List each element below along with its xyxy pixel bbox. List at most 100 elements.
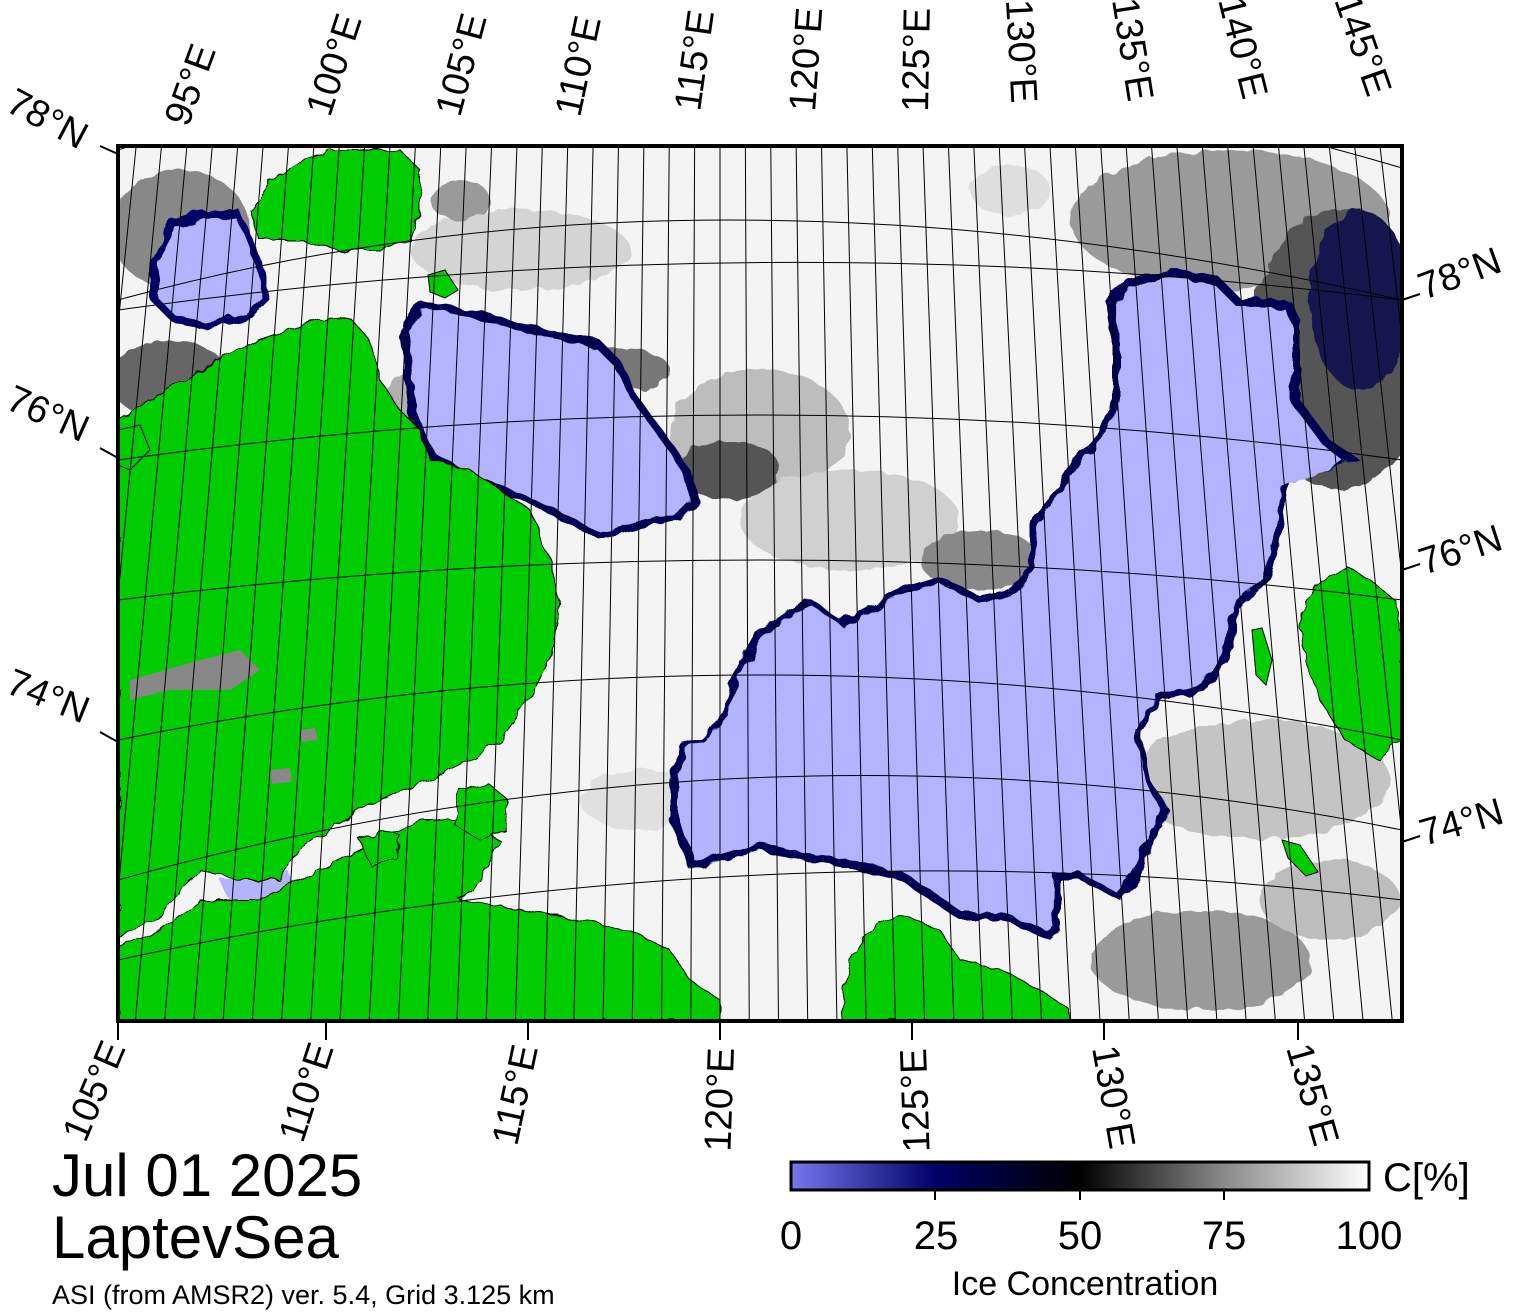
meridian-line bbox=[973, 146, 1013, 1021]
meridian-line bbox=[998, 146, 1043, 1021]
meridian-line bbox=[0, 146, 85, 1021]
left-lat-label: 74°N bbox=[1, 661, 95, 732]
meridian-line bbox=[251, 146, 315, 1021]
meridian-line bbox=[18, 146, 110, 1021]
bottom-lon-label: 120°E bbox=[697, 1047, 743, 1152]
map-date: Jul 01 2025 bbox=[52, 1142, 363, 1209]
meridian-line bbox=[770, 146, 779, 1021]
land-severnaya-zemlya bbox=[249, 149, 421, 251]
right-lat-label: 76°N bbox=[1414, 517, 1508, 583]
top-lon-label: 130°E bbox=[997, 0, 1044, 104]
land-small-island-nw bbox=[427, 269, 459, 299]
land-island-south-a bbox=[454, 784, 509, 841]
tick-marks bbox=[99, 145, 1421, 1040]
land bbox=[118, 149, 1402, 1021]
meridian-line bbox=[846, 146, 867, 1021]
land-grey-patches bbox=[130, 650, 318, 784]
land-taymyr bbox=[118, 317, 561, 941]
meridian-line bbox=[631, 146, 645, 1021]
map-frame bbox=[116, 144, 1404, 1023]
meridian-line bbox=[310, 146, 366, 1021]
meridian-line bbox=[193, 146, 264, 1021]
meridians bbox=[0, 146, 1402, 1021]
meridian-line bbox=[1252, 146, 1335, 1021]
meridian-line bbox=[1379, 146, 1402, 343]
meridian-line bbox=[544, 146, 569, 1021]
top-lon-label: 115°E bbox=[667, 7, 723, 113]
top-lon-label: 95°E bbox=[157, 39, 225, 131]
meridian-line bbox=[1024, 146, 1072, 1021]
meridian-line bbox=[795, 146, 809, 1021]
land-mainland-south bbox=[118, 819, 721, 1021]
top-lon-label: 125°E bbox=[895, 7, 939, 112]
meridian-line bbox=[1151, 146, 1218, 1021]
colorbar-tick-label: 50 bbox=[1057, 1214, 1103, 1258]
meridian-line bbox=[1354, 146, 1402, 582]
meridian-line bbox=[514, 146, 543, 1021]
colorbar-tick-label: 75 bbox=[1201, 1214, 1247, 1258]
colorbar-gradient bbox=[789, 1160, 1371, 1192]
meridian-line bbox=[1125, 146, 1189, 1021]
meridian-line bbox=[222, 146, 289, 1021]
top-lon-label: 120°E bbox=[782, 6, 831, 113]
meridian-line bbox=[339, 146, 391, 1021]
meridian-line bbox=[164, 146, 239, 1021]
data-source-note: ASI (from AMSR2) ver. 5.4, Grid 3.125 km bbox=[52, 1280, 555, 1310]
meridian-line bbox=[0, 146, 60, 1021]
meridian-line bbox=[1201, 146, 1276, 1021]
meridian-line bbox=[1227, 146, 1306, 1021]
land-new-siberian-island bbox=[1299, 564, 1402, 761]
meridian-line bbox=[397, 146, 442, 1021]
right-lat-label: 78°N bbox=[1413, 240, 1507, 309]
land-small-island-east bbox=[1251, 627, 1273, 686]
left-lat-label: 78°N bbox=[0, 81, 94, 158]
top-lon-label: 135°E bbox=[1103, 0, 1161, 104]
bottom-lon-label: 105°E bbox=[55, 1035, 134, 1147]
region-name: LaptevSea bbox=[52, 1204, 339, 1271]
colorbar-tick-label: 25 bbox=[913, 1214, 959, 1258]
meridian-line bbox=[897, 146, 926, 1021]
colorbar-unit: C[%] bbox=[1383, 1156, 1470, 1200]
land-island-south-b bbox=[359, 829, 401, 866]
bottom-lon-label: 135°E bbox=[1277, 1039, 1346, 1151]
left-lat-label: 76°N bbox=[0, 378, 95, 451]
bottom-lon-label: 125°E bbox=[893, 1048, 939, 1153]
top-lon-label: 100°E bbox=[299, 9, 371, 121]
top-lon-label: 105°E bbox=[428, 9, 495, 120]
meridian-line bbox=[573, 146, 594, 1021]
meridian-line bbox=[1328, 146, 1402, 841]
top-lon-label: 110°E bbox=[548, 12, 610, 120]
meridian-line bbox=[602, 146, 619, 1021]
colorbar-ticks bbox=[934, 1190, 1225, 1200]
meridian-line bbox=[485, 146, 518, 1021]
bottom-lon-label: 110°E bbox=[271, 1038, 342, 1147]
meridian-line bbox=[1277, 146, 1364, 1021]
meridian-line bbox=[871, 146, 896, 1021]
meridian-line bbox=[744, 146, 750, 1021]
meridian-line bbox=[690, 146, 696, 1021]
top-lon-label: 145°E bbox=[1325, 0, 1399, 101]
meridian-line bbox=[368, 146, 416, 1021]
graticule bbox=[118, 146, 1402, 961]
meridian-line bbox=[281, 146, 340, 1021]
colorbar-tick-label: 100 bbox=[1335, 1214, 1403, 1258]
bottom-lon-label: 115°E bbox=[485, 1041, 547, 1149]
meridian-line bbox=[118, 146, 137, 331]
land-small-island-se bbox=[1281, 839, 1319, 877]
meridian-line bbox=[1074, 146, 1130, 1021]
meridian-line bbox=[922, 146, 955, 1021]
colorbar-tick-label: 0 bbox=[779, 1214, 803, 1258]
meridian-line bbox=[134, 146, 213, 1021]
meridian-line bbox=[947, 146, 984, 1021]
colorbar-title: Ice Concentration bbox=[951, 1265, 1219, 1303]
meridian-line bbox=[1100, 146, 1159, 1021]
meridian-line bbox=[1303, 146, 1393, 1021]
meridian-line bbox=[456, 146, 493, 1021]
meridian-line bbox=[1176, 146, 1247, 1021]
map-area bbox=[0, 146, 1402, 1021]
meridian-line bbox=[821, 146, 838, 1021]
meridian-line bbox=[661, 146, 670, 1021]
colorbar bbox=[789, 1160, 1371, 1200]
meridian-line bbox=[427, 146, 467, 1021]
